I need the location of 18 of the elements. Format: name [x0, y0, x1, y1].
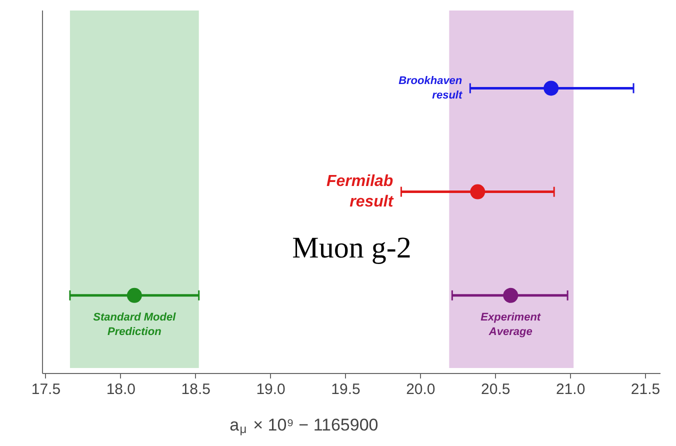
text: Brookhaven result	[398, 75, 464, 102]
text: Experiment Average	[480, 311, 542, 338]
x-tick-label: 18.0	[106, 381, 136, 398]
point	[470, 184, 486, 200]
x-tick-label: 20.5	[481, 381, 510, 398]
point	[544, 80, 559, 96]
annotation: Muon g-2	[292, 231, 412, 264]
x-tick-label: 20.0	[406, 381, 436, 398]
text: Standard Model Prediction	[93, 311, 177, 338]
x-tick-label: 19.0	[256, 381, 286, 398]
text: Fermilab result	[326, 173, 394, 211]
x-tick-label: 21.0	[556, 381, 586, 398]
point	[503, 288, 518, 303]
x-tick-label: 18.5	[181, 381, 210, 398]
x-tick-label: 19.5	[331, 381, 360, 398]
point	[126, 288, 142, 303]
x-tick-label: 17.5	[31, 381, 61, 398]
x-tick-label: 21.5	[630, 381, 660, 398]
